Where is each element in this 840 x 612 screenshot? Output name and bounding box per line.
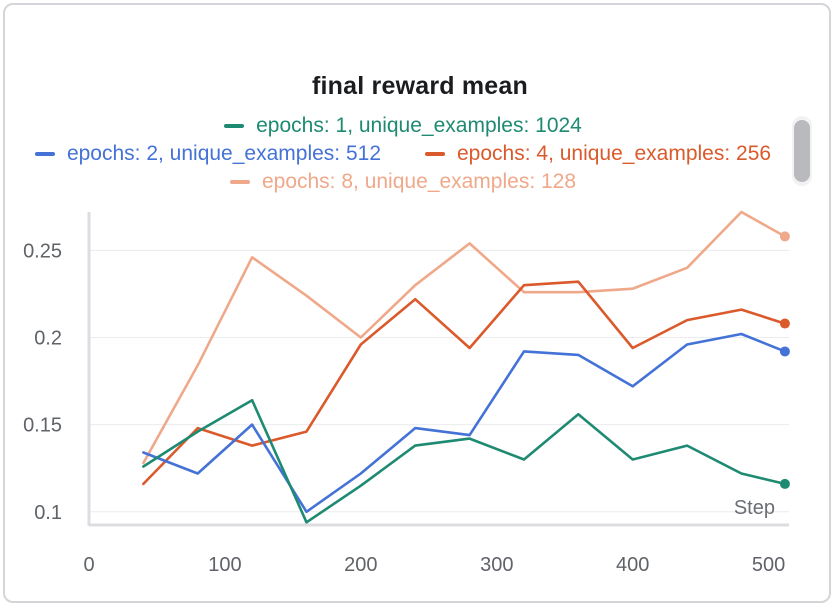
x-tick-label: 500 [752,554,785,576]
x-axis-label: Step [734,497,775,519]
legend-item-epochs-8[interactable]: epochs: 8, unique_examples: 128 [229,169,577,195]
legend-item-epochs-1[interactable]: epochs: 1, unique_examples: 1024 [224,113,582,139]
chart-panel [3,3,831,603]
chart-title: final reward mean [312,72,528,100]
series-end-point-1 [779,478,790,489]
x-tick-label: 300 [480,554,513,576]
x-tick-label: 400 [616,554,649,576]
axes [87,212,789,527]
series-line-3 [142,280,787,486]
series-end-point-3 [779,318,790,329]
legend-item-epochs-2[interactable]: epochs: 2, unique_examples: 512 [34,141,381,167]
series-lines [142,210,790,524]
x-tick-label: 100 [208,554,241,576]
x-tick-label: 200 [344,554,377,576]
series-end-point-4 [779,231,790,242]
y-tick-label: 0.1 [34,502,62,524]
legend-swatch-epochs-8 [229,180,250,184]
y-tick-label: 0.25 [23,240,62,262]
legend-label-epochs-8: epochs: 8, unique_examples: 128 [261,170,577,193]
series-line-4 [142,210,787,465]
series-line-1 [142,398,787,524]
legend-item-epochs-4[interactable]: epochs: 4, unique_examples: 256 [425,141,771,167]
y-tick-label: 0.15 [23,415,62,437]
legend-swatch-epochs-2 [34,152,55,156]
series-line-2 [142,332,787,514]
legend-scrollbar-thumb[interactable] [794,120,810,182]
series-end-point-2 [779,346,790,357]
y-tick-label: 0.2 [34,327,62,349]
legend-scrollbar[interactable] [792,116,812,186]
legend-row-2: epochs: 2, unique_examples: 512 epochs: … [0,141,806,167]
legend-label-epochs-1: epochs: 1, unique_examples: 1024 [256,114,582,137]
legend-row-1: epochs: 1, unique_examples: 1024 [0,113,806,139]
legend-row-3: epochs: 8, unique_examples: 128 [0,169,806,195]
legend-swatch-epochs-1 [224,124,245,128]
legend-swatch-epochs-4 [425,152,445,156]
grid-lines [89,249,789,513]
legend-label-epochs-4: epochs: 4, unique_examples: 256 [457,142,772,165]
legend-label-epochs-2: epochs: 2, unique_examples: 512 [66,142,381,165]
x-tick-label: 0 [83,554,94,576]
tick-labels: 0.1 0.15 0.2 0.25 0 100 200 300 400 500 Step [23,240,785,576]
